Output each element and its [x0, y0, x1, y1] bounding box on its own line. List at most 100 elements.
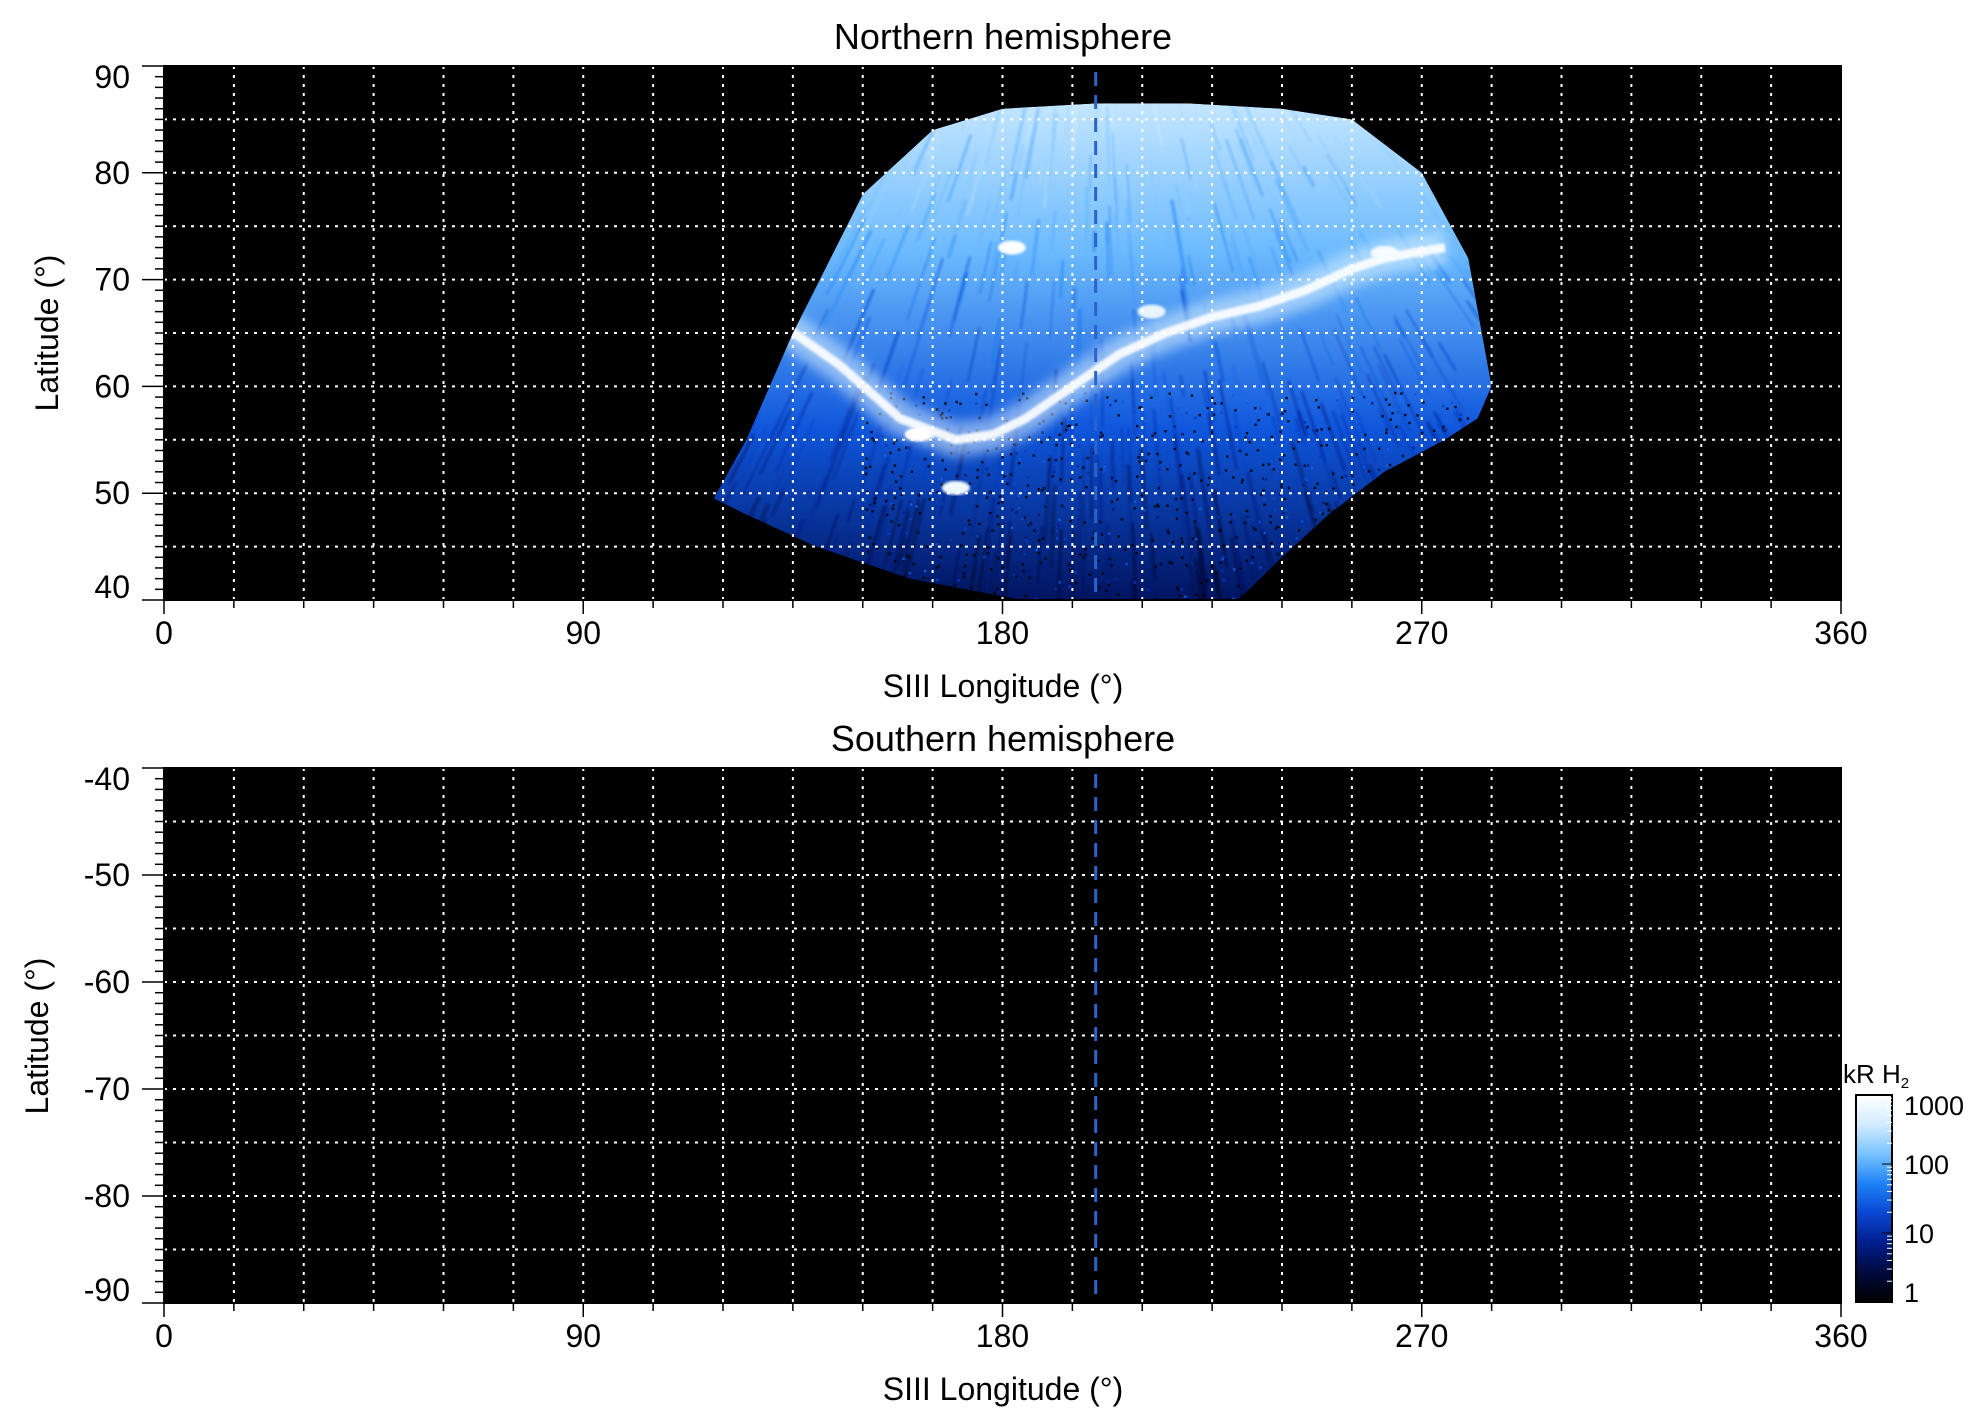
scan-streak	[1276, 103, 1312, 143]
speckle-dot	[1024, 538, 1028, 541]
speckle-dot	[894, 480, 898, 483]
speckle-dot	[975, 505, 979, 508]
speckle-dot	[1233, 568, 1236, 571]
speckle-dot	[1195, 593, 1198, 597]
speckle-dot	[1176, 586, 1179, 590]
speckle-dot	[1082, 466, 1085, 469]
speckle-dot	[912, 562, 916, 566]
speckle-dot	[1280, 482, 1283, 486]
colorbar-title: kR H2	[1843, 1059, 1909, 1092]
speckle-dot	[1057, 523, 1060, 527]
speckle-dot	[1058, 433, 1061, 436]
speckle-dot	[908, 446, 911, 449]
speckle-dot	[1198, 597, 1201, 600]
speckle-dot	[1300, 520, 1304, 523]
scan-streak	[884, 225, 910, 281]
speckle-dot	[964, 474, 967, 477]
speckle-dot	[940, 483, 944, 486]
speckle-dot	[1013, 443, 1016, 446]
speckle-dot	[1140, 494, 1144, 497]
speckle-dot	[996, 587, 999, 590]
speckle-dot	[1082, 556, 1085, 560]
speckle-dot	[1148, 394, 1152, 397]
speckle-dot	[1049, 580, 1053, 584]
speckle-dot	[1254, 528, 1257, 532]
speckle-dot	[1146, 588, 1149, 591]
speckle-dot	[1079, 553, 1082, 556]
speckle-dot	[1213, 402, 1217, 405]
speckle-dot	[1181, 556, 1184, 559]
scan-streak	[1301, 165, 1316, 188]
speckle-dot	[989, 490, 992, 494]
scan-streak	[1404, 308, 1434, 358]
speckle-dot	[1317, 406, 1321, 409]
speckle-dot	[1022, 569, 1026, 573]
speckle-dot	[1133, 500, 1137, 503]
speckle-dot	[1011, 508, 1014, 512]
bright-spot	[1370, 245, 1399, 260]
speckle-dot	[1069, 519, 1072, 523]
speckle-dot	[976, 468, 979, 472]
speckle-dot	[1055, 443, 1058, 447]
speckle-dot	[1232, 597, 1235, 600]
speckle-dot	[1388, 463, 1392, 467]
speckle-dot	[1177, 407, 1180, 410]
speckle-dot	[1220, 411, 1223, 414]
speckle-dot	[1150, 396, 1153, 399]
speckle-dot	[1107, 583, 1110, 587]
scan-streak	[1344, 186, 1358, 208]
speckle-dot	[1136, 475, 1139, 478]
speckle-dot	[1302, 484, 1305, 487]
scan-streak	[1058, 260, 1065, 299]
speckle-dot	[1212, 413, 1216, 416]
scan-streak	[1211, 561, 1219, 595]
scan-streak	[1212, 489, 1229, 568]
speckle-dot	[1332, 487, 1335, 490]
speckle-dot	[1154, 565, 1157, 569]
speckle-dot	[1166, 504, 1169, 507]
speckle-dot	[1432, 429, 1436, 432]
speckle-dot	[1414, 393, 1417, 396]
scan-streak	[988, 212, 1008, 302]
speckle-dot	[1212, 400, 1215, 404]
speckle-dot	[872, 439, 876, 443]
speckle-dot	[1201, 439, 1204, 443]
speckle-dot	[1015, 452, 1018, 455]
scan-streak	[1130, 522, 1138, 599]
speckle-dot	[1261, 463, 1265, 467]
speckle-dot	[1158, 470, 1162, 473]
speckle-dot	[1018, 458, 1021, 461]
scan-streak	[1212, 424, 1228, 509]
speckle-dot	[1244, 521, 1247, 525]
speckle-dot	[1096, 546, 1099, 549]
speckle-dot	[1057, 529, 1061, 532]
speckle-dot	[1269, 515, 1272, 518]
speckle-dot	[1054, 458, 1058, 462]
speckle-dot	[1013, 482, 1017, 485]
scan-streak	[869, 486, 892, 560]
speckle-dot	[923, 457, 927, 461]
scan-streak	[1001, 534, 1013, 600]
scan-streak	[1269, 160, 1302, 228]
speckle-dot	[1396, 411, 1400, 414]
speckle-dot	[1358, 423, 1361, 426]
speckle-dot	[1211, 396, 1214, 400]
speckle-dot	[1287, 486, 1291, 490]
scan-streak	[1072, 287, 1077, 309]
speckle-dot	[889, 451, 892, 455]
x-tick-label: 180	[976, 615, 1029, 651]
speckle-dot	[1133, 581, 1137, 584]
speckle-dot	[1054, 587, 1057, 591]
speckle-dot	[1159, 605, 1162, 608]
speckle-dot	[866, 490, 869, 494]
scan-streak	[1230, 537, 1247, 600]
speckle-dot	[1015, 572, 1019, 575]
speckle-dot	[1332, 472, 1335, 476]
scan-streak	[1131, 379, 1136, 436]
y-tick-label: 70	[94, 262, 130, 298]
speckle-dot	[863, 499, 866, 503]
scan-streak	[832, 411, 860, 480]
speckle-dot	[1206, 406, 1209, 410]
speckle-dot	[1060, 457, 1063, 460]
speckle-dot	[978, 522, 981, 526]
